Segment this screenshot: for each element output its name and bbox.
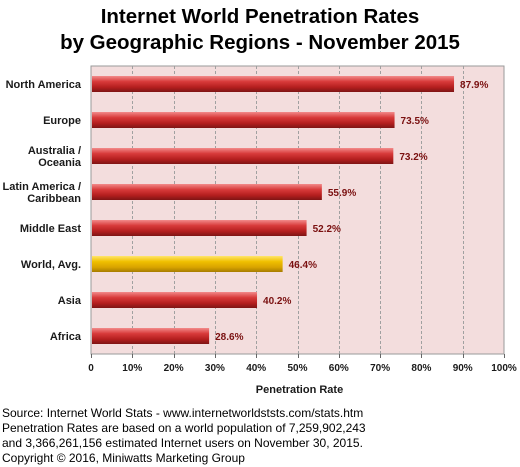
value-label: 52.2% — [313, 224, 341, 235]
plot-area — [90, 65, 505, 355]
x-tick-label: 90% — [453, 363, 473, 374]
footer-line-3: and 3,366,261,156 estimated Internet use… — [2, 436, 363, 450]
value-label: 87.9% — [460, 80, 488, 91]
x-tick-label: 50% — [287, 363, 307, 374]
x-tick-label: 20% — [164, 363, 184, 374]
category-label-line: Asia — [58, 295, 82, 307]
x-tick-label: 60% — [329, 363, 349, 374]
footer-line-2: Penetration Rates are based on a world p… — [2, 421, 366, 435]
value-label: 46.4% — [289, 260, 317, 271]
category-label-line: Latin America / — [3, 181, 81, 193]
category-label-line: North America — [6, 79, 82, 91]
x-axis-title: Penetration Rate — [256, 384, 343, 396]
labels: 0 10% 20% 30% 40% 50% 60% 70% 80% 90% 100% Penetrat… — [3, 79, 517, 396]
x-tick-label: 30% — [205, 363, 225, 374]
x-tick-label: 10% — [122, 363, 142, 374]
category-label: Latin America / Caribbean — [3, 181, 82, 205]
value-label: 55.9% — [328, 188, 356, 199]
value-label: 73.2% — [399, 152, 427, 163]
plot-background — [90, 65, 505, 355]
category-label-line: World, Avg. — [21, 259, 81, 271]
value-label: 40.2% — [263, 296, 291, 307]
category-label-line: Europe — [43, 115, 81, 127]
value-label: 28.6% — [215, 332, 243, 343]
bar — [92, 220, 307, 236]
bar — [92, 292, 258, 308]
category-label-line: Oceania — [38, 157, 82, 169]
category-label: North America — [6, 79, 82, 91]
category-label: Africa — [50, 331, 82, 343]
bar — [92, 148, 394, 164]
x-tick-label: 80% — [411, 363, 431, 374]
x-tick-label: 40% — [246, 363, 266, 374]
bar — [92, 256, 283, 272]
category-label: World, Avg. — [21, 259, 81, 271]
chart-title-line-1: Internet World Penetration Rates — [100, 5, 420, 28]
category-label-line: Africa — [50, 331, 82, 343]
bar — [92, 112, 395, 128]
category-label-line: Middle East — [20, 223, 81, 235]
source-footer: Source: Internet World Stats - www.inter… — [2, 406, 518, 466]
value-label: 73.5% — [401, 116, 429, 127]
x-tick-label: 0 — [88, 363, 94, 374]
category-label: Asia — [58, 295, 82, 307]
footer-line-4: Copyright © 2016, Miniwatts Marketing Gr… — [2, 451, 245, 465]
bars — [92, 76, 455, 344]
x-tick-label: 100% — [491, 363, 517, 374]
footer-line-1: Source: Internet World Stats - www.inter… — [2, 406, 364, 420]
bar-chart: 0 10% 20% 30% 40% 50% 60% 70% 80% 90% 100% Penetrat… — [3, 65, 517, 396]
category-label: Middle East — [20, 223, 81, 235]
bar — [92, 328, 210, 344]
x-tick-label: 70% — [370, 363, 390, 374]
category-label-line: Caribbean — [27, 193, 81, 205]
category-label: Australia / Oceania — [28, 145, 82, 169]
category-label-line: Australia / — [28, 145, 81, 157]
bar — [92, 184, 322, 200]
category-label: Europe — [43, 115, 81, 127]
chart-title-line-2: by Geographic Regions - November 2015 — [60, 31, 460, 54]
bar — [92, 76, 455, 92]
chart-title: Internet World Penetration Rates by Geog… — [0, 4, 520, 56]
